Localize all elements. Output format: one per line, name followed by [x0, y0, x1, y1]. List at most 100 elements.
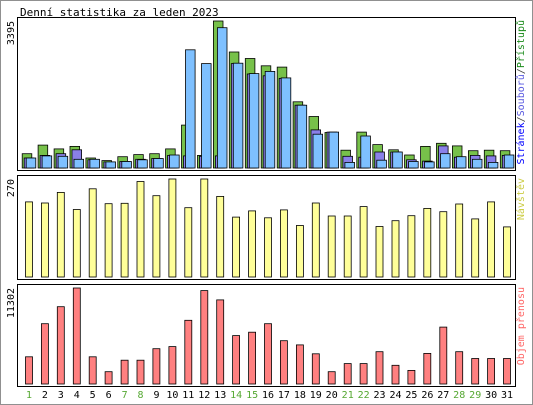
bar-visits-Návštěv-day-20 — [327, 215, 336, 278]
x-tick-label-day-6: 6 — [106, 390, 112, 401]
x-tick-label-day-5: 5 — [90, 390, 96, 401]
x-tick-label-day-15: 15 — [246, 390, 258, 401]
legend-item-hits-2: Souborů — [515, 74, 527, 116]
y-max-label-hits: 3395 — [6, 21, 17, 45]
x-tick-label-day-7: 7 — [122, 390, 128, 401]
x-tick-label-day-29: 29 — [469, 390, 481, 401]
bar-visits-Návštěv-day-29 — [471, 218, 480, 278]
bar-volume-Objem-přenosu-day-17 — [279, 340, 288, 385]
bar-volume-Objem-přenosu-day-7 — [120, 359, 129, 385]
bar-visits-Návštěv-day-5 — [88, 188, 97, 278]
legend-volume: Objem přenosu — [515, 287, 527, 365]
x-tick-label-day-22: 22 — [358, 390, 370, 401]
bar-volume-Objem-přenosu-day-3 — [56, 306, 65, 385]
bar-hits-Stránek-day-1 — [25, 157, 37, 169]
x-tick-label-day-9: 9 — [153, 390, 159, 401]
bar-visits-Návštěv-day-10 — [168, 178, 177, 278]
x-axis-labels: 1 2 3 4 5 6 7 8 9 10 11 12 13 14 15 16 17 18 19 20 21 22 23 24 2… — [26, 390, 513, 401]
bar-volume-Objem-přenosu-day-21 — [343, 363, 352, 385]
bar-volume-Objem-přenosu-day-11 — [184, 319, 193, 385]
bar-hits-Stránek-day-18 — [296, 104, 308, 169]
bar-volume-Objem-přenosu-day-25 — [407, 369, 416, 385]
bar-volume-Objem-přenosu-day-8 — [136, 359, 145, 385]
x-tick-label-day-8: 8 — [137, 390, 143, 401]
bar-volume-Objem-přenosu-day-2 — [41, 323, 49, 385]
bar-hits-Stránek-day-25 — [408, 161, 419, 169]
bar-visits-Návštěv-day-11 — [184, 207, 193, 278]
bar-visits-Návštěv-day-23 — [375, 226, 384, 278]
bar-volume-Objem-přenosu-day-1 — [25, 356, 33, 385]
bar-visits-Návštěv-day-30 — [487, 201, 496, 278]
legend-item-hits-0: Stránek — [515, 122, 527, 164]
bar-volume-Objem-přenosu-day-26 — [423, 352, 432, 385]
bar-visits-Návštěv-day-21 — [343, 215, 352, 278]
x-tick-label-day-3: 3 — [58, 390, 64, 401]
bar-volume-Objem-přenosu-day-6 — [104, 371, 113, 385]
x-tick-label-day-14: 14 — [230, 390, 242, 401]
bar-visits-Návštěv-day-6 — [104, 203, 113, 278]
bar-volume-Objem-přenosu-day-16 — [264, 323, 272, 385]
bar-hits-Stránek-day-6 — [105, 161, 116, 169]
bar-visits-Návštěv-day-27 — [439, 211, 448, 278]
bar-visits-Návštěv-day-24 — [391, 220, 400, 278]
bar-volume-Objem-přenosu-day-10 — [168, 346, 177, 385]
bar-visits-Návštěv-day-28 — [455, 203, 464, 278]
bar-volume-Objem-přenosu-day-9 — [152, 348, 161, 385]
bar-visits-Návštěv-day-9 — [152, 195, 161, 278]
bar-visits-Návštěv-day-31 — [503, 226, 511, 278]
bar-volume-Objem-přenosu-day-14 — [232, 335, 241, 385]
bar-hits-Stránek-day-23 — [376, 159, 387, 169]
x-tick-label-day-16: 16 — [262, 390, 274, 401]
bar-visits-Návštěv-day-3 — [56, 191, 65, 278]
bar-volume-Objem-přenosu-day-4 — [72, 287, 81, 385]
bar-hits-Stránek-day-28 — [455, 156, 467, 169]
x-tick-label-day-17: 17 — [278, 390, 290, 401]
bar-hits-Stránek-day-5 — [89, 158, 100, 169]
chart-title: Denní statistika za leden 2023 — [20, 6, 219, 19]
x-tick-label-day-30: 30 — [485, 390, 497, 401]
bar-hits-Stránek-day-22 — [360, 135, 371, 169]
bar-hits-Stránek-day-7 — [121, 161, 132, 169]
bar-hits-Stránek-day-3 — [57, 155, 69, 169]
bar-volume-Objem-přenosu-day-29 — [471, 358, 480, 385]
legend-item-hits-1: / — [516, 116, 527, 122]
bar-volume-Objem-přenosu-day-20 — [327, 371, 336, 385]
bar-hits-Stránek-day-9 — [153, 158, 164, 169]
bar-hits-Stránek-day-19 — [312, 133, 324, 169]
x-tick-label-day-25: 25 — [405, 390, 417, 401]
bar-volume-Objem-přenosu-day-22 — [359, 363, 368, 385]
bar-volume-Objem-přenosu-day-27 — [439, 326, 448, 385]
bar-hits-Stránek-day-14 — [232, 62, 244, 169]
bar-hits-Stránek-day-27 — [440, 153, 451, 169]
bar-hits-Stránek-day-30 — [487, 161, 499, 169]
bar-hits-Stránek-day-17 — [280, 77, 292, 169]
bar-hits-Stránek-day-16 — [264, 71, 276, 169]
bar-visits-Návštěv-day-22 — [359, 206, 368, 278]
bar-hits-Stránek-day-2 — [41, 155, 53, 169]
bar-hits-Stránek-day-12 — [201, 63, 212, 169]
x-tick-label-day-10: 10 — [166, 390, 178, 401]
bar-visits-Návštěv-day-16 — [264, 217, 272, 278]
panel-visits: 270 Návštěv — [6, 175, 527, 280]
legend-item-volume-0: Objem přenosu — [515, 287, 527, 365]
bar-hits-Stránek-day-31 — [503, 154, 515, 169]
bar-visits-Návštěv-day-2 — [41, 202, 49, 278]
bar-hits-Stránek-day-11 — [185, 49, 196, 169]
x-tick-label-day-19: 19 — [310, 390, 322, 401]
x-tick-label-day-4: 4 — [74, 390, 80, 401]
bar-volume-Objem-přenosu-day-18 — [295, 344, 304, 385]
bar-hits-Stránek-day-8 — [137, 159, 148, 169]
bar-visits-Návštěv-day-18 — [295, 225, 304, 278]
bar-visits-Návštěv-day-4 — [72, 209, 81, 278]
y-max-label-visits: 270 — [6, 179, 17, 197]
legend-hits: Stránek/Souborů/Přístupů — [515, 20, 527, 165]
bar-volume-Objem-přenosu-day-5 — [88, 356, 97, 385]
bar-hits-Stránek-day-24 — [392, 151, 403, 169]
bar-volume-Objem-přenosu-day-19 — [311, 353, 320, 385]
bar-visits-Návštěv-day-7 — [120, 202, 129, 278]
bar-visits-Návštěv-day-15 — [248, 210, 257, 278]
legend-item-hits-4: Přístupů — [515, 20, 527, 68]
